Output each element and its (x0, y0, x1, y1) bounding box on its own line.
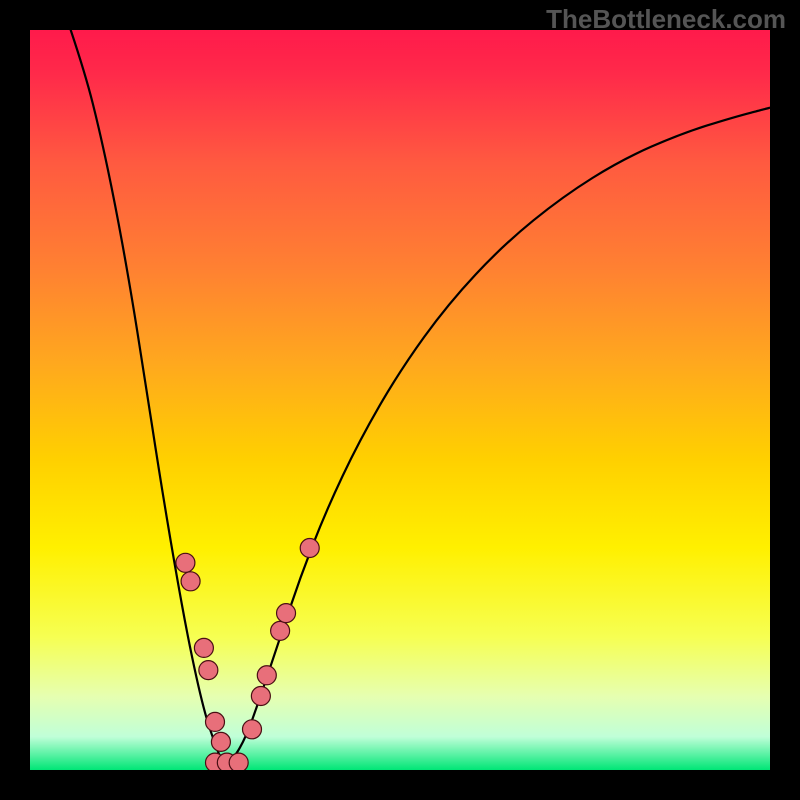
data-marker (277, 604, 296, 623)
data-marker (243, 720, 262, 739)
data-marker (176, 553, 195, 572)
data-marker (199, 661, 218, 680)
marker-group (176, 539, 319, 771)
data-marker (181, 572, 200, 591)
watermark-text: TheBottleneck.com (546, 4, 786, 35)
data-marker (271, 621, 290, 640)
data-marker (300, 539, 319, 558)
data-marker (257, 666, 276, 685)
chart-container: TheBottleneck.com (0, 0, 800, 800)
data-marker (194, 638, 213, 657)
data-marker (206, 753, 225, 770)
chart-svg (30, 30, 770, 770)
bottleneck-curve (71, 30, 770, 763)
data-marker (211, 732, 230, 751)
data-marker (217, 753, 236, 770)
data-marker (251, 687, 270, 706)
data-marker (206, 712, 225, 731)
data-marker (229, 753, 248, 770)
plot-area (30, 30, 770, 770)
